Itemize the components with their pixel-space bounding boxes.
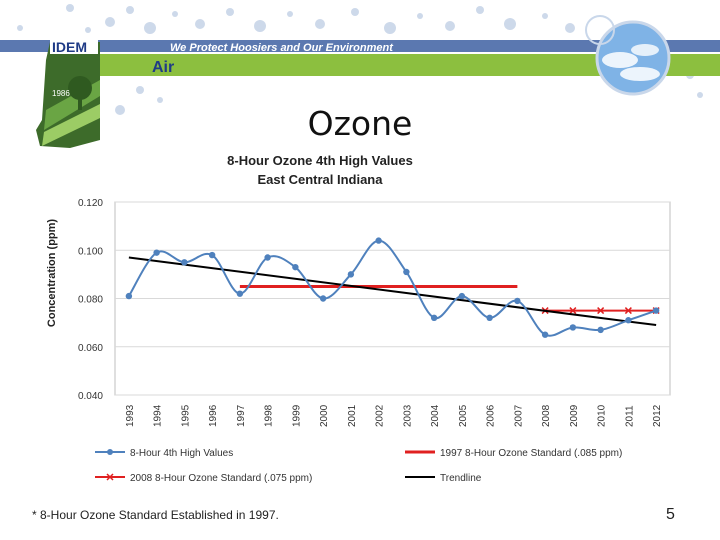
series-line-trendline [128,256,657,327]
x-tick-label: 2008 [541,404,552,427]
y-ticks: 0.040 0.060 0.080 0.100 0.120 [78,198,103,402]
x-tick-label: 2006 [486,404,497,427]
point-4th-high-value [514,297,521,305]
y-tick-label: 0.060 [78,343,103,354]
series-marks [125,237,660,338]
point-2008-standard [569,307,577,315]
y-tick-label: 0.120 [78,198,103,209]
section-label: Air [152,59,174,76]
point-2008-standard-stroke [569,307,577,315]
point-4th-high-value [181,259,188,266]
x-tick-label: 2000 [319,404,330,427]
point-4th-high-value [264,254,271,261]
decorative-dots [17,4,703,115]
footnote: * 8-Hour Ozone Standard Established in 1… [32,508,279,522]
point-2008-standard-stroke [624,307,632,315]
page-number: 5 [666,506,675,523]
x-tick-label: 1999 [291,404,302,427]
point-4th-high-value [486,314,493,321]
x-tick-label: 2007 [513,404,524,427]
idem-logo: IDEM [52,39,87,55]
x-tick-label: 1994 [153,404,164,427]
point-4th-high-value [652,307,660,314]
chart-svg: 8-Hour Ozone 4th High Values East Centra… [46,153,671,484]
chart-title: 8-Hour Ozone 4th High Values [227,153,413,168]
x-tick-label: 2010 [597,404,608,427]
point-4th-high-value [403,268,410,276]
y-axis-label: Concentration (ppm) [46,219,58,327]
point-4th-high-value [375,237,382,244]
point-2008-standard-stroke [597,307,605,315]
header-banner: IDEM 1986 We Protect Hoosiers and Our En… [0,4,720,148]
legend-marker [107,449,113,455]
x-tick-label: 2005 [458,404,469,427]
point-4th-high-value [458,292,466,300]
legend: 8-Hour 4th High Values 1997 8-Hour Ozone … [95,448,622,484]
point-4th-high-value [208,251,216,259]
point-4th-high-value [569,324,577,331]
x-tick-label: 2004 [430,404,441,427]
series-line-4th-high-values [128,239,657,337]
x-ticks: 1993 1994 1995 1996 1997 1998 1999 2000 2001 2002… [125,404,663,427]
x-tick-label: 2001 [347,404,358,427]
point-4th-high-value [625,317,632,324]
seal-year: 1986 [52,89,70,98]
point-4th-high-value [236,290,244,297]
x-tick-label: 2009 [569,404,580,427]
point-4th-high-value [319,295,327,302]
point-4th-high-value [347,271,355,278]
point-2008-standard [597,307,605,315]
x-tick-label: 1993 [125,404,136,427]
point-4th-high-value [153,249,160,256]
point-4th-high-value [125,292,133,300]
legend-marker [106,473,114,481]
chart-subtitle: East Central Indiana [258,172,384,187]
banner-tagline: We Protect Hoosiers and Our Environment [170,42,394,54]
point-4th-high-value [430,314,438,321]
point-4th-high-value [292,263,299,271]
x-tick-label: 1998 [264,404,275,427]
grid [114,201,671,396]
x-tick-label: 1996 [208,404,219,427]
slide-title: Ozone [307,104,413,143]
point-4th-high-value [541,331,549,338]
legend-label: 1997 8-Hour Ozone Standard (.085 ppm) [440,448,622,459]
legend-label: 8-Hour 4th High Values [130,448,233,459]
x-tick-label: 1997 [236,404,247,427]
sky-globe-icon [595,20,671,96]
x-tick-label: 2011 [624,405,635,427]
legend-label: Trendline [440,473,482,484]
point-2008-standard [624,307,632,315]
y-tick-label: 0.100 [78,246,103,257]
x-tick-label: 2012 [652,404,663,427]
y-tick-label: 0.040 [78,391,103,402]
ozone-chart: 8-Hour Ozone 4th High Values East Centra… [40,150,680,495]
legend-label: 2008 8-Hour Ozone Standard (.075 ppm) [130,473,312,484]
y-tick-label: 0.080 [78,295,103,306]
x-tick-label: 2003 [402,404,413,427]
point-4th-high-value [597,326,604,334]
x-tick-label: 1995 [180,404,191,427]
x-tick-label: 2002 [375,404,386,427]
